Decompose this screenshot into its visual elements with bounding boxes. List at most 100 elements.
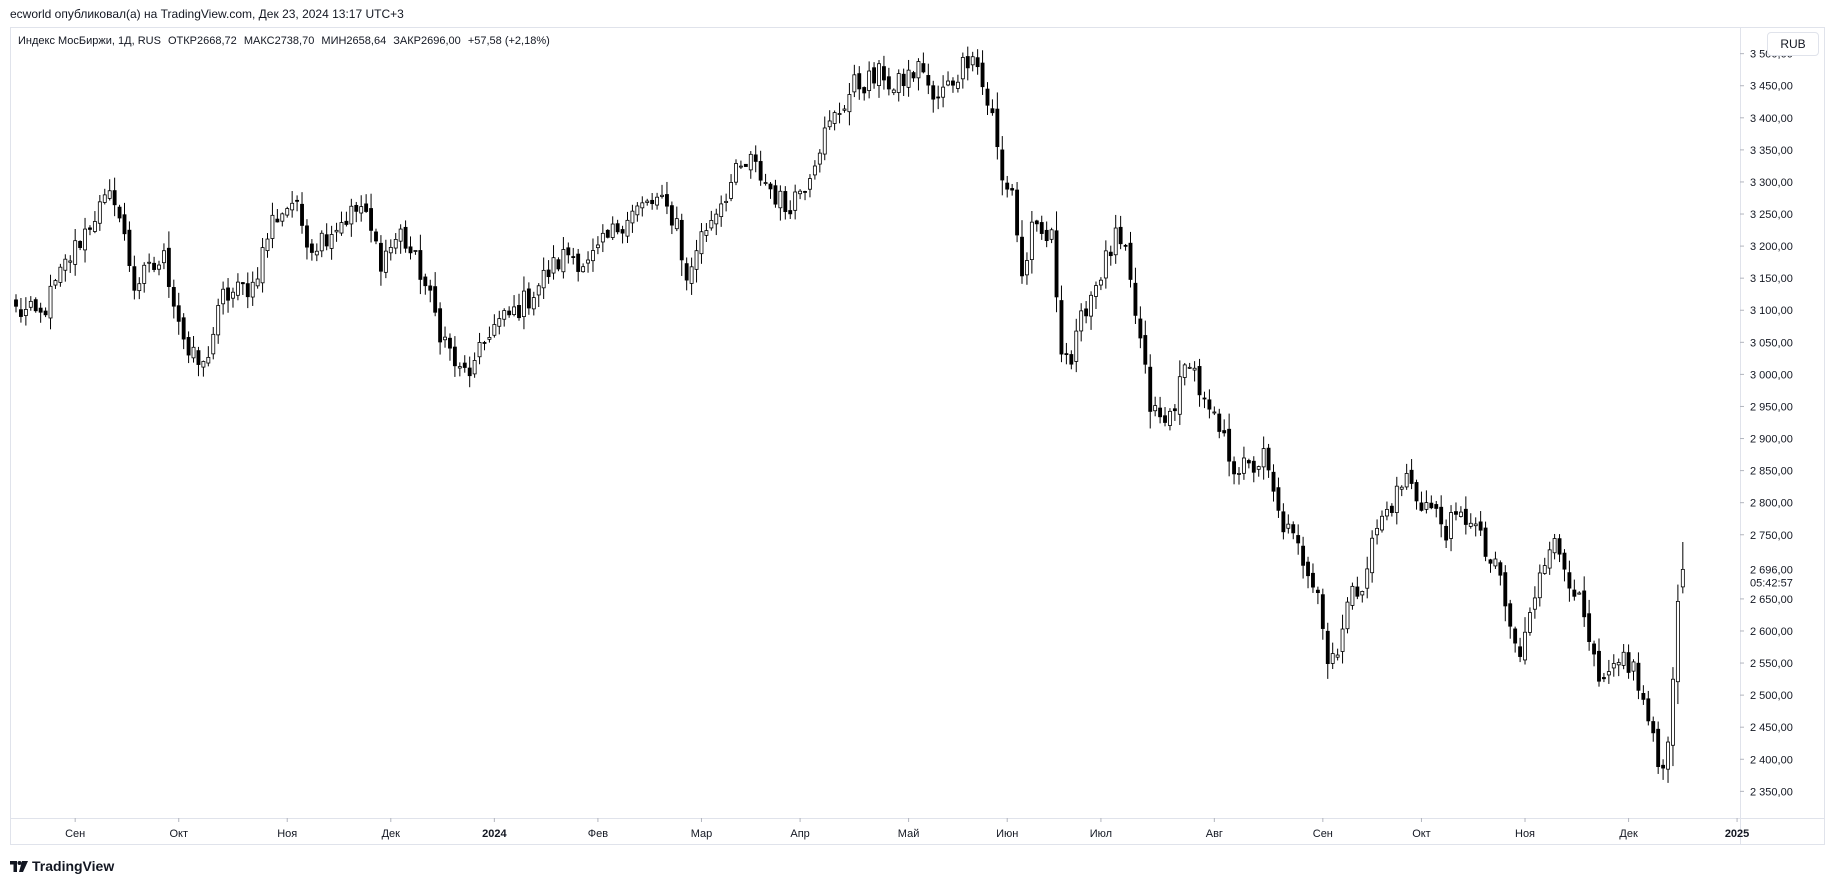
candle-down	[803, 191, 807, 193]
candle-up	[1098, 279, 1103, 286]
candle-down	[1389, 505, 1394, 513]
candle-down	[418, 250, 423, 280]
candle-up	[388, 247, 393, 254]
candle-up	[738, 165, 743, 168]
candle-up	[191, 346, 196, 359]
candle-down	[1483, 527, 1488, 557]
candle-up	[23, 309, 28, 316]
candle-up	[1365, 568, 1370, 589]
candle-up	[891, 89, 896, 94]
candle-down	[1020, 236, 1024, 277]
candle-up	[867, 70, 872, 91]
candle-down	[1158, 407, 1163, 418]
x-tick-label: Мар	[691, 828, 713, 840]
candle-down	[19, 309, 23, 317]
candle-up	[1029, 221, 1034, 260]
candle-up	[842, 108, 847, 111]
candle-down	[1148, 366, 1153, 412]
candle-up	[906, 69, 911, 88]
candle-down	[467, 367, 472, 377]
candle-down	[1646, 698, 1651, 722]
candle-down	[1636, 662, 1641, 691]
candle-down	[951, 80, 955, 86]
candle-down	[1419, 502, 1424, 511]
candle-up	[645, 200, 650, 203]
candle-up	[960, 57, 965, 80]
candle-down	[1005, 182, 1010, 190]
candle-up	[270, 214, 275, 239]
tradingview-footer[interactable]: TradingView	[10, 858, 114, 874]
candle-up	[709, 220, 714, 229]
x-tick-label: Апр	[790, 828, 809, 840]
candle-up	[359, 206, 364, 214]
candle-up	[137, 283, 142, 292]
candle-down	[650, 199, 655, 205]
candle-up	[58, 266, 63, 283]
candle-down	[433, 286, 438, 313]
candle-up	[502, 310, 507, 320]
candle-up	[1468, 522, 1473, 527]
candle-up	[689, 266, 694, 284]
candle-down	[1315, 589, 1320, 594]
candle-up	[383, 250, 388, 273]
legend-symbol[interactable]: Индекс МосБиржи, 1Д, RUS	[18, 35, 161, 47]
candle-down	[88, 227, 92, 230]
candle-down	[369, 208, 373, 231]
candle-up	[102, 194, 107, 203]
x-tick-label: 2024	[482, 828, 507, 840]
candle-down	[926, 75, 931, 86]
candle-down	[753, 154, 758, 162]
candle-up	[655, 196, 660, 206]
candle-up	[1261, 448, 1266, 468]
candle-up	[1177, 376, 1182, 415]
currency-button[interactable]: RUB	[1767, 32, 1819, 56]
candle-up	[472, 360, 477, 375]
y-tick-label: 2 600,00	[1750, 626, 1793, 638]
candle-up	[349, 205, 354, 225]
candle-down	[305, 225, 309, 248]
candle-up	[1212, 411, 1217, 414]
candle-up	[413, 250, 418, 252]
candle-up	[92, 221, 97, 232]
candle-up	[443, 336, 447, 341]
x-tick-label: Ноя	[1515, 828, 1535, 840]
candle-down	[768, 183, 773, 190]
candle-up	[1330, 653, 1335, 664]
candle-down	[344, 220, 349, 225]
candle-down	[788, 210, 793, 215]
candle-down	[1123, 244, 1128, 247]
candle-up	[1552, 538, 1557, 554]
candle-down	[1641, 693, 1646, 700]
x-tick-label: Сен	[1313, 828, 1333, 840]
candle-up	[763, 182, 768, 184]
y-tick-label: 2 350,00	[1750, 786, 1793, 798]
candle-down	[556, 259, 561, 270]
candle-up	[1404, 473, 1409, 488]
candle-down	[1567, 572, 1572, 589]
candle-up	[221, 288, 226, 305]
y-tick-label: 3 200,00	[1750, 241, 1793, 253]
candle-up	[1424, 502, 1429, 510]
candle-down	[1557, 538, 1562, 555]
candle-down	[166, 247, 171, 287]
candle-up	[729, 182, 733, 199]
candle-down	[679, 219, 684, 261]
candle-up	[793, 191, 798, 211]
candle-down	[1291, 524, 1296, 534]
candle-down	[309, 243, 314, 253]
y-tick-label: 2 650,00	[1750, 594, 1793, 606]
candle-up	[1340, 628, 1345, 652]
legend-close: ЗАКР2696,00	[393, 35, 461, 47]
x-tick-label: Ноя	[277, 828, 297, 840]
candle-down	[1054, 230, 1059, 298]
y-tick-label: 2 500,00	[1750, 690, 1793, 702]
candle-up	[260, 247, 265, 284]
candle-down	[1108, 251, 1113, 257]
candle-down	[295, 199, 300, 202]
candle-down	[1325, 630, 1330, 665]
candle-down	[758, 161, 763, 181]
candle-up	[896, 73, 901, 93]
candle-up	[487, 337, 492, 340]
candle-up	[107, 190, 112, 199]
